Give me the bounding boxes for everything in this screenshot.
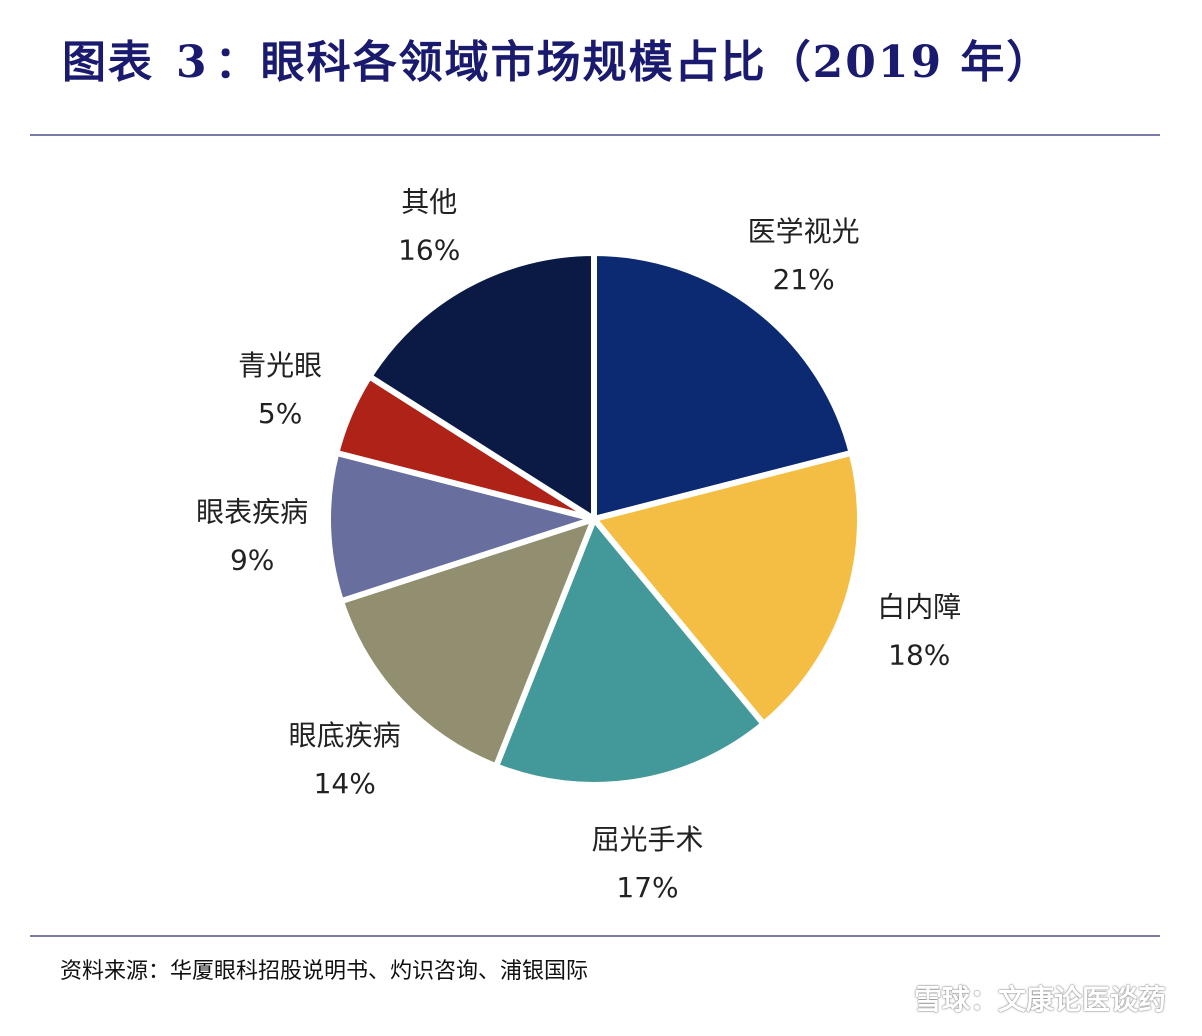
pie-slice: [325, 449, 597, 605]
watermark: 雪球：文康论医谈药: [913, 983, 1166, 1016]
slice-percent-label: 14%: [314, 767, 376, 800]
slice-label: 眼底疾病: [289, 719, 401, 752]
pie-labels: 医学视光 21% 白内障 18% 屈光手术 17% 眼底疾病 14% 眼表疾病 9% 青光眼 5% 其他…: [196, 185, 961, 903]
pie-slice: [591, 250, 855, 522]
source-note: 资料来源：华厦眼科招股说明书、灼识咨询、浦银国际: [60, 959, 589, 984]
slice-label: 屈光手术: [591, 823, 703, 856]
top-divider: [30, 134, 1160, 136]
slice-percent-label: 21%: [772, 263, 834, 296]
slice-label: 眼表疾病: [196, 496, 308, 529]
page-title: 图表 3 ：眼科各领域市场规模占比（2019 年）: [62, 26, 1052, 90]
slice-percent-label: 18%: [888, 639, 950, 672]
slice-percent-label: 5%: [258, 397, 302, 430]
pie-slice: [366, 250, 597, 522]
pie-slice: [591, 449, 863, 727]
slice-percent-label: 16%: [398, 233, 460, 266]
slice-percent-label: 17%: [616, 871, 678, 904]
slice-label: 白内障: [877, 591, 961, 624]
title-number: 3: [176, 37, 209, 88]
pie-slice: [493, 516, 767, 788]
slice-label: 青光眼: [238, 349, 322, 382]
bottom-divider: [30, 935, 1160, 937]
slice-label: 其他: [401, 185, 457, 218]
slice-label: 医学视光: [748, 215, 860, 248]
title-prefix: 图表: [62, 37, 154, 88]
pie-slices: [325, 250, 863, 788]
title-text: ：眼科各领域市场规模占比（2019 年）: [214, 37, 1053, 88]
slice-percent-label: 9%: [230, 544, 274, 577]
